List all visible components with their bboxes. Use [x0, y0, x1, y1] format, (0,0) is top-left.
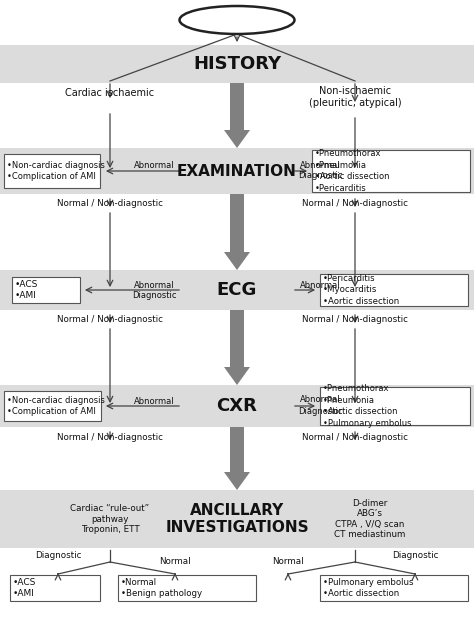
Polygon shape — [224, 83, 250, 148]
Text: •Pericarditis
•Myocarditis
•Aortic dissection: •Pericarditis •Myocarditis •Aortic disse… — [323, 273, 399, 306]
Text: Normal / Non-diagnostic: Normal / Non-diagnostic — [302, 199, 408, 208]
Text: •Pneumothorax
•Pneumonia
•Aortic dissection
•Pulmonary embolus: •Pneumothorax •Pneumonia •Aortic dissect… — [323, 384, 411, 428]
Text: Normal / Non-diagnostic: Normal / Non-diagnostic — [302, 432, 408, 441]
Text: Chest Pain: Chest Pain — [200, 13, 274, 27]
Text: Normal: Normal — [159, 558, 191, 567]
FancyBboxPatch shape — [320, 387, 470, 425]
Text: Normal / Non-diagnostic: Normal / Non-diagnostic — [57, 199, 163, 208]
FancyBboxPatch shape — [320, 575, 468, 601]
Text: •ACS
•AMI: •ACS •AMI — [15, 280, 38, 301]
Text: Non-ischaemic
(pleuritic, atypical): Non-ischaemic (pleuritic, atypical) — [309, 86, 401, 108]
Text: Normal / Non-diagnostic: Normal / Non-diagnostic — [57, 432, 163, 441]
Text: Cardiac ischaemic: Cardiac ischaemic — [65, 88, 155, 98]
Text: Diagnostic: Diagnostic — [392, 551, 438, 560]
FancyBboxPatch shape — [12, 277, 80, 303]
Text: D-dimer
ABG’s
CTPA , V/Q scan
CT mediastinum: D-dimer ABG’s CTPA , V/Q scan CT mediast… — [334, 499, 406, 539]
FancyBboxPatch shape — [10, 575, 100, 601]
Text: Cardiac “rule-out”
pathway
Troponin, ETT: Cardiac “rule-out” pathway Troponin, ETT — [71, 504, 150, 534]
Text: Diagnostic: Diagnostic — [298, 172, 342, 180]
Text: Normal / Non-diagnostic: Normal / Non-diagnostic — [57, 315, 163, 325]
Text: Abnormal: Abnormal — [134, 161, 174, 170]
Text: •Non-cardiac diagnosis
•Complication of AMI: •Non-cardiac diagnosis •Complication of … — [7, 161, 105, 182]
Text: EXAMINATION: EXAMINATION — [177, 163, 297, 179]
Polygon shape — [224, 427, 250, 490]
Bar — [0, 45, 474, 83]
Text: ANCILLARY
INVESTIGATIONS: ANCILLARY INVESTIGATIONS — [165, 503, 309, 535]
Bar — [0, 270, 474, 310]
Text: •Normal
•Benign pathology: •Normal •Benign pathology — [121, 577, 202, 598]
FancyBboxPatch shape — [320, 274, 468, 306]
Ellipse shape — [180, 6, 294, 34]
Text: Diagnostic: Diagnostic — [35, 551, 81, 560]
Bar — [0, 490, 474, 548]
Text: •ACS
•AMI: •ACS •AMI — [13, 577, 36, 598]
Text: Diagnostic: Diagnostic — [298, 406, 342, 415]
Text: Abnormal: Abnormal — [300, 280, 340, 289]
Text: HISTORY: HISTORY — [193, 55, 281, 73]
Text: •Pulmonary embolus
•Aortic dissection: •Pulmonary embolus •Aortic dissection — [323, 577, 413, 598]
Text: •Pneumothorax
•Pneumonia
•Aortic dissection
•Pericarditis: •Pneumothorax •Pneumonia •Aortic dissect… — [315, 149, 390, 193]
FancyBboxPatch shape — [118, 575, 256, 601]
Text: Abnormal: Abnormal — [134, 280, 174, 289]
Text: Abnormal: Abnormal — [300, 161, 340, 170]
FancyBboxPatch shape — [312, 150, 470, 192]
Bar — [0, 385, 474, 427]
FancyBboxPatch shape — [4, 391, 101, 421]
Text: •Non-cardiac diagnosis
•Complication of AMI: •Non-cardiac diagnosis •Complication of … — [7, 396, 105, 417]
Text: CXR: CXR — [217, 397, 257, 415]
Text: Normal / Non-diagnostic: Normal / Non-diagnostic — [302, 315, 408, 325]
Text: Abnormal: Abnormal — [134, 396, 174, 406]
Polygon shape — [224, 194, 250, 270]
Polygon shape — [224, 310, 250, 385]
FancyBboxPatch shape — [4, 154, 100, 188]
Bar — [0, 148, 474, 194]
Text: Abnormal: Abnormal — [300, 396, 340, 404]
Text: Diagnostic: Diagnostic — [132, 291, 176, 299]
Text: ECG: ECG — [217, 281, 257, 299]
Text: Normal: Normal — [272, 558, 304, 567]
